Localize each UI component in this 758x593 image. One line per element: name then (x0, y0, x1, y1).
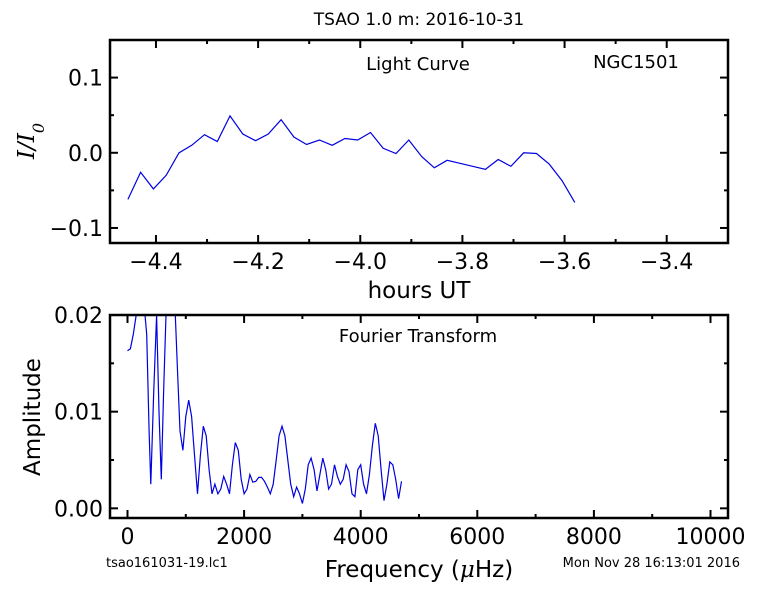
ft-x-tick-label: 0 (120, 525, 134, 550)
light-curve-title: Light Curve (366, 54, 470, 75)
light-curve-x-axis-label: hours UT (368, 278, 472, 304)
light-curve-series-line (127, 114, 576, 203)
lc-y-tick-label: 0.1 (68, 67, 103, 92)
ft-x-tick-label: 4000 (333, 525, 389, 550)
light-curve-frame (108, 38, 730, 245)
generation-timestamp: Mon Nov 28 16:13:01 2016 (563, 556, 740, 571)
ft-y-tick-label: 0.02 (54, 304, 103, 329)
fourier-transform-y-axis-label: Amplitude (20, 358, 46, 476)
object-name-label: NGC1501 (593, 52, 679, 73)
lc-x-tick-label: −3.4 (640, 250, 693, 275)
data-file-name: tsao161031-19.lc1 (106, 556, 228, 571)
ft-x-tick-label: 8000 (566, 525, 622, 550)
fourier-transform-x-axis-label: Frequency (μHz) (325, 557, 513, 583)
ft-y-tick-label: 0.01 (54, 401, 103, 426)
ft-x-tick-label: 6000 (449, 525, 505, 550)
lc-x-tick-label: −4.2 (231, 250, 284, 275)
light-curve-x-tick-labels: −4.4 −4.2 −4.0 −3.8 −3.6 −3.4 (129, 250, 693, 275)
fourier-transform-series-line (127, 315, 403, 504)
fourier-transform-x-tick-labels: 0 2000 4000 6000 8000 10000 (120, 525, 745, 550)
ft-x-tick-label: 2000 (216, 525, 272, 550)
fourier-transform-panel: Fourier Transform 0 2000 4000 6000 8000 10000… (20, 304, 746, 583)
light-curve-panel: Light Curve NGC1501 −4.4 −4.2 −4.0 −3.8 −3.6… (14, 38, 730, 304)
fourier-transform-y-tick-labels: 0.00 0.01 0.02 (54, 304, 103, 522)
fourier-transform-title: Fourier Transform (339, 326, 497, 347)
ft-x-tick-label: 10000 (676, 525, 746, 550)
figure-title: TSAO 1.0 m: 2016-10-31 (313, 10, 525, 30)
ft-y-tick-label: 0.00 (54, 497, 103, 522)
lc-y-tick-label: 0.0 (68, 142, 103, 167)
light-curve-y-axis-label: I/I0 (14, 123, 48, 160)
fourier-transform-frame (108, 313, 730, 520)
lc-x-tick-label: −3.6 (538, 250, 591, 275)
lc-x-tick-label: −4.4 (129, 250, 182, 275)
lc-y-tick-label: −0.1 (50, 217, 103, 242)
light-curve-ticks (110, 40, 728, 243)
light-curve-y-tick-labels: −0.1 0.0 0.1 (50, 67, 103, 242)
lc-x-tick-label: −4.0 (334, 250, 387, 275)
lc-x-tick-label: −3.8 (436, 250, 489, 275)
